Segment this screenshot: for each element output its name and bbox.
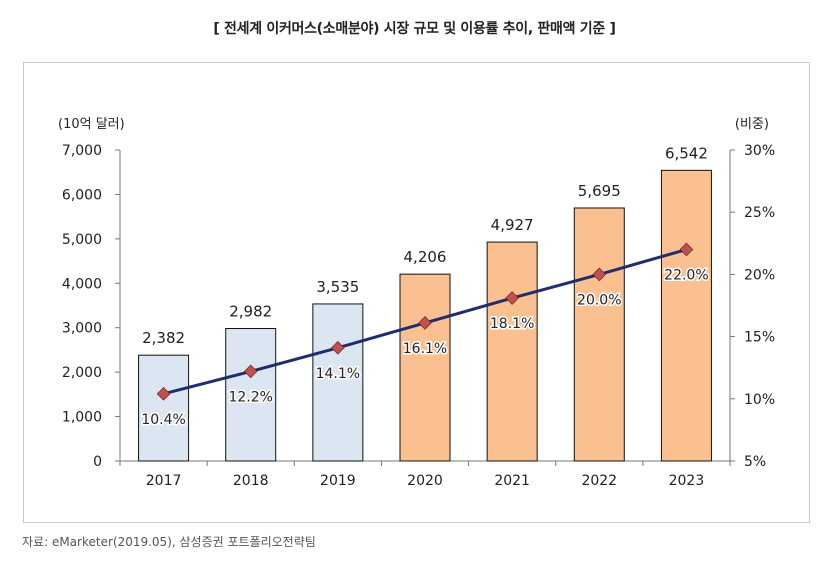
share-value-label: 10.4% <box>141 412 185 428</box>
y-right-axis-label: (비중) <box>735 117 769 132</box>
y-left-tick-label: 2,000 <box>62 365 102 381</box>
share-point-marker <box>592 267 607 282</box>
x-tick-label: 2022 <box>581 473 617 489</box>
bar <box>138 354 190 462</box>
share-value-label: 12.2% <box>228 389 272 405</box>
y-right-tick-label: 10% <box>744 392 775 408</box>
source-note: 자료: eMarketer(2019.05), 삼성증권 포트폴리오전략팀 <box>22 535 316 549</box>
share-point-marker <box>156 387 171 401</box>
share-point-marker <box>505 291 519 305</box>
bar <box>399 273 451 462</box>
bar-value-label: 6,542 <box>665 144 708 162</box>
bar <box>486 241 538 462</box>
y-right-tick-label: 5% <box>744 454 766 470</box>
x-tick-label: 2020 <box>407 473 443 489</box>
bar-value-label: 5,695 <box>578 182 621 200</box>
y-left-tick-label: 5,000 <box>62 232 102 248</box>
share-point-marker <box>679 242 694 257</box>
bar <box>225 328 277 462</box>
share-value-label: 16.1% <box>403 341 447 357</box>
y-left-tick-label: 0 <box>93 454 102 470</box>
y-left-tick-label: 3,000 <box>62 321 102 337</box>
y-right-tick-label: 30% <box>744 143 775 159</box>
y-right-tick-label: 20% <box>744 267 775 283</box>
x-tick-label: 2019 <box>320 473 356 489</box>
share-value-label: 18.1% <box>490 316 534 332</box>
y-left-axis-label: (10억 달러) <box>58 117 125 132</box>
x-tick-label: 2021 <box>494 473 530 489</box>
y-left-tick-label: 1,000 <box>62 410 102 426</box>
x-tick-label: 2018 <box>233 473 269 489</box>
chart-frame <box>23 62 810 523</box>
y-left-tick-label: 7,000 <box>62 143 102 159</box>
chart-title: [ 전세계 이커머스(소매분야) 시장 규모 및 이용률 추이, 판매액 기준 … <box>213 21 616 37</box>
share-value-label: 22.0% <box>664 268 708 284</box>
y-left-tick-label: 4,000 <box>62 276 102 292</box>
x-tick-label: 2017 <box>146 473 182 489</box>
share-point-marker <box>243 364 258 379</box>
bar <box>312 303 364 462</box>
share-value-label: 14.1% <box>316 366 360 382</box>
share-point-marker <box>418 316 432 330</box>
share-point-marker <box>331 341 345 355</box>
y-right-tick-label: 15% <box>744 330 775 346</box>
bar <box>573 207 625 462</box>
bar-value-label: 2,382 <box>142 329 185 347</box>
bar <box>660 169 712 462</box>
y-left-tick-label: 6,000 <box>62 187 102 203</box>
bar-value-label: 2,982 <box>229 303 272 321</box>
y-right-tick-label: 25% <box>744 205 775 221</box>
bar-value-label: 3,535 <box>316 278 359 296</box>
bar-value-label: 4,206 <box>404 248 447 266</box>
x-tick-label: 2023 <box>669 473 705 489</box>
bar-value-label: 4,927 <box>491 216 534 234</box>
share-value-label: 20.0% <box>577 292 621 308</box>
